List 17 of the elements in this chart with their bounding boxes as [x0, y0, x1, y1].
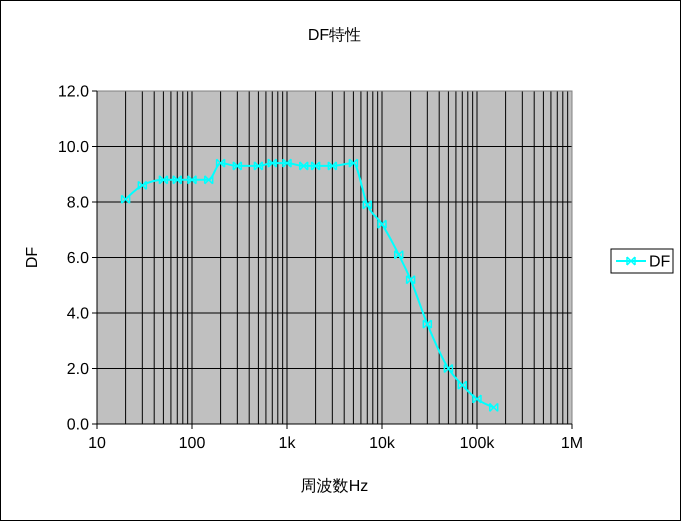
- chart-title: DF特性: [308, 26, 362, 44]
- x-tick-label: 10k: [369, 435, 396, 452]
- legend-label: DF: [649, 254, 671, 271]
- x-tick-label: 10: [88, 435, 106, 452]
- y-axis-title: DF: [24, 246, 41, 268]
- x-tick-label: 1M: [560, 435, 584, 452]
- y-tick-label: 0.0: [66, 416, 90, 434]
- x-tick-label: 100k: [460, 435, 496, 452]
- y-tick-label: 4.0: [66, 306, 90, 323]
- y-tick-label: 6.0: [66, 250, 90, 268]
- y-tick-label: 10.0: [58, 139, 90, 156]
- x-axis-title: 周波数Hz: [300, 477, 368, 495]
- y-tick-label: 12.0: [58, 84, 90, 101]
- x-tick-label: 1k: [278, 435, 296, 452]
- y-tick-label: 8.0: [66, 194, 90, 212]
- x-tick-label: 100: [178, 435, 206, 452]
- y-tick-label: 2.0: [66, 361, 90, 378]
